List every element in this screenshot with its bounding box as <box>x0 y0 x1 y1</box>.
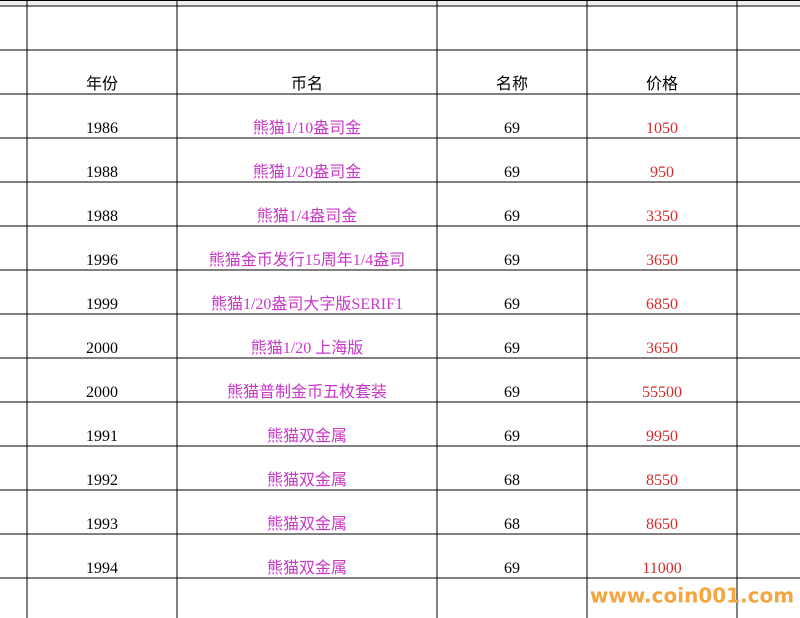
price-cell: 6850 <box>646 296 678 313</box>
code-cell: 69 <box>504 384 520 401</box>
price-cell: 55500 <box>642 384 682 401</box>
coin-name-cell: 熊猫金币发行15周年1/4盎司 <box>209 251 405 269</box>
code-cell: 69 <box>504 164 520 181</box>
code-cell: 69 <box>504 428 520 445</box>
code-cell: 68 <box>504 472 520 489</box>
column-header-strip <box>0 0 800 6</box>
price-cell: 9950 <box>646 428 678 445</box>
code-cell: 69 <box>504 340 520 357</box>
price-cell: 8650 <box>646 516 678 533</box>
header-cell: 币名 <box>291 75 323 93</box>
price-cell: 1050 <box>646 120 678 137</box>
price-cell: 11000 <box>642 560 681 577</box>
watermark: www.coin001.com <box>590 584 794 608</box>
coin-name-cell: 熊猫双金属 <box>267 559 347 577</box>
coin-name-cell: 熊猫1/20盎司大字版SERIF1 <box>211 295 403 313</box>
coin-name-cell: 熊猫双金属 <box>267 471 347 489</box>
year-cell: 1999 <box>86 296 118 313</box>
price-cell: 950 <box>650 164 674 181</box>
year-cell: 1994 <box>86 560 118 577</box>
price-cell: 3350 <box>646 208 678 225</box>
year-cell: 2000 <box>86 384 118 401</box>
coin-name-cell: 熊猫普制金币五枚套装 <box>227 383 387 401</box>
code-cell: 68 <box>504 516 520 533</box>
code-cell: 69 <box>504 560 520 577</box>
year-cell: 1988 <box>86 164 118 181</box>
header-cell: 名称 <box>496 75 528 93</box>
year-cell: 1991 <box>86 428 118 445</box>
year-cell: 2000 <box>86 340 118 357</box>
code-cell: 69 <box>504 120 520 137</box>
coin-name-cell: 熊猫双金属 <box>267 515 347 533</box>
price-cell: 3650 <box>646 340 678 357</box>
header-cell: 年份 <box>86 75 118 93</box>
header-cell: 价格 <box>646 75 678 93</box>
code-cell: 69 <box>504 208 520 225</box>
price-cell: 3650 <box>646 252 678 269</box>
year-cell: 1986 <box>86 120 118 137</box>
coin-name-cell: 熊猫1/20 上海版 <box>251 339 363 357</box>
year-cell: 1988 <box>86 208 118 225</box>
coin-name-cell: 熊猫1/20盎司金 <box>253 163 361 181</box>
code-cell: 69 <box>504 296 520 313</box>
year-cell: 1996 <box>86 252 118 269</box>
coin-name-cell: 熊猫1/10盎司金 <box>253 119 361 137</box>
coin-name-cell: 熊猫1/4盎司金 <box>257 207 357 225</box>
year-cell: 1993 <box>86 516 118 533</box>
code-cell: 69 <box>504 252 520 269</box>
coin-name-cell: 熊猫双金属 <box>267 427 347 445</box>
price-cell: 8550 <box>646 472 678 489</box>
year-cell: 1992 <box>86 472 118 489</box>
